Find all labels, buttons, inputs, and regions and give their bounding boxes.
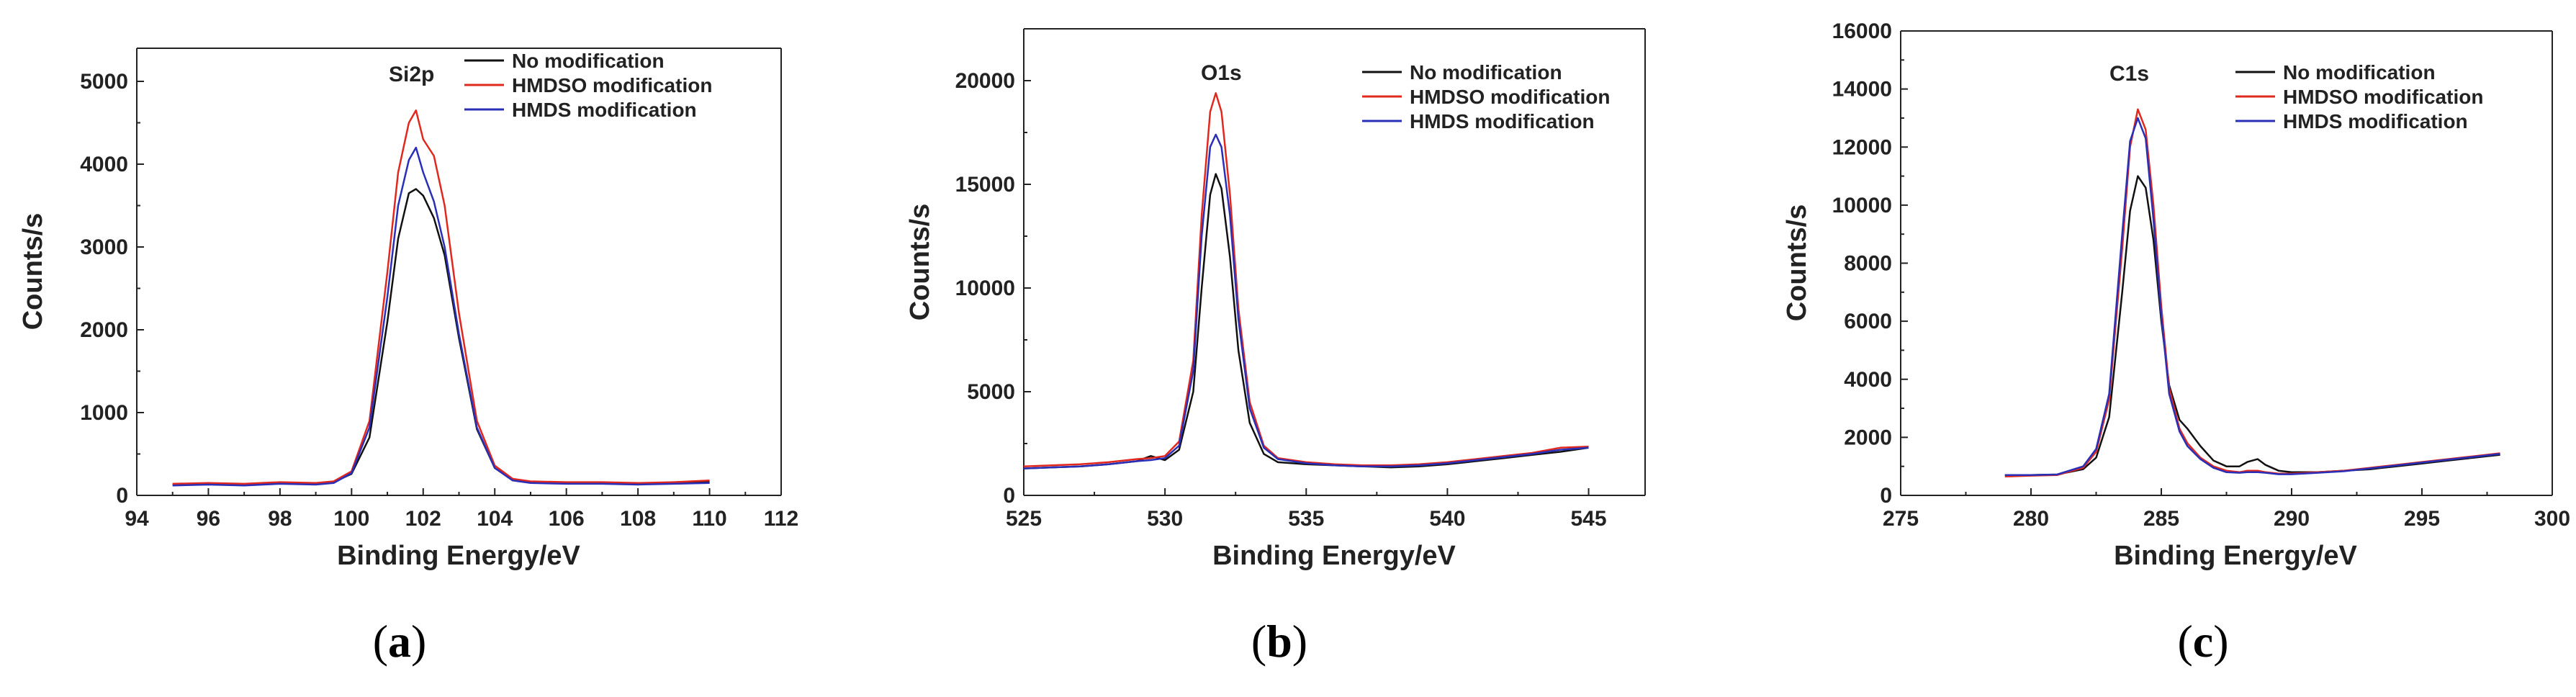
x-tick-label: 545 (1571, 507, 1607, 531)
series-hmdso-modification-line (172, 109, 710, 485)
x-axis-title: Binding Energy/eV (337, 541, 580, 571)
legend-entry-label: HMDSO modification (2283, 86, 2483, 108)
peak-label: Si2p (389, 63, 434, 86)
y-tick-label: 0 (1003, 484, 1015, 508)
panel-letter: b (1266, 616, 1292, 667)
x-ticks: 275 280 285 290 295 300 (1883, 488, 2570, 531)
legend-entry-label: No modification (512, 50, 665, 72)
panel-letter: a (388, 616, 411, 667)
x-tick-label: 295 (2404, 507, 2440, 531)
x-tick-label: 108 (620, 507, 656, 531)
legend-entry-label: No modification (1410, 61, 1562, 84)
chart-panel-c: 275 280 285 290 295 300 0 2000 4000 6000 8000 1000… (1782, 19, 2570, 667)
legend-entry-label: HMDS modification (512, 99, 697, 121)
x-tick-label: 96 (197, 507, 220, 531)
panel-letter: c (2193, 616, 2213, 667)
series-no-modification-line (2004, 175, 2500, 477)
y-tick-label: 0 (1880, 484, 1892, 508)
y-tick-label: 2000 (80, 318, 128, 342)
x-tick-label: 535 (1288, 507, 1324, 531)
y-tick-label: 20000 (955, 69, 1015, 93)
peak-label: O1s (1201, 61, 1242, 85)
y-tick-label: 5000 (80, 70, 128, 94)
y-tick-label: 6000 (1844, 310, 1892, 333)
chart-panel-a: 94 96 98 100 102 104 106 108 110 112 0 1000 2000 300… (18, 48, 798, 667)
chart-panel-b: 525 530 535 540 545 0 5000 10000 15000 20000 O1s… (905, 28, 1646, 667)
series-group (1023, 92, 1589, 469)
series-hmds-modification-line (2004, 117, 2500, 477)
panel-label: (c) (2177, 616, 2228, 667)
y-tick-label: 1000 (80, 401, 128, 425)
legend-entry-label: No modification (2283, 61, 2436, 84)
x-tick-label: 280 (2013, 507, 2049, 531)
series-hmds-modification-line (1023, 133, 1589, 469)
x-tick-label: 106 (549, 507, 585, 531)
series-no-modification-line (1023, 173, 1589, 469)
x-tick-label: 540 (1429, 507, 1465, 531)
y-tick-label: 5000 (967, 380, 1015, 404)
series-hmdso-modification-line (1023, 92, 1589, 467)
panel-label: (a) (373, 616, 427, 667)
x-ticks: 525 530 535 540 545 (1006, 488, 1607, 531)
y-ticks: 0 1000 2000 3000 4000 5000 (80, 70, 144, 508)
x-axis-title: Binding Energy/eV (1212, 541, 1456, 571)
y-tick-label: 8000 (1844, 252, 1892, 276)
y-tick-label: 0 (116, 484, 128, 508)
y-tick-label: 15000 (955, 173, 1015, 197)
x-tick-label: 290 (2274, 507, 2310, 531)
series-hmdso-modification-line (2004, 108, 2500, 478)
y-tick-label: 12000 (1832, 135, 1892, 159)
x-tick-label: 525 (1006, 507, 1042, 531)
y-axis-title: Counts/s (905, 204, 935, 321)
y-ticks: 0 5000 10000 15000 20000 (955, 69, 1031, 508)
y-axis-title: Counts/s (1782, 204, 1812, 322)
panel-label: (b) (1251, 616, 1307, 667)
x-tick-label: 530 (1147, 507, 1183, 531)
y-ticks: 0 2000 4000 6000 8000 10000 12000 14000 16000 (1832, 19, 1908, 508)
x-axis-title: Binding Energy/eV (2114, 541, 2357, 571)
series-group (172, 109, 710, 487)
y-axis-title: Counts/s (18, 213, 48, 330)
series-group (2004, 108, 2500, 478)
x-tick-label: 104 (477, 507, 513, 531)
y-tick-label: 2000 (1844, 426, 1892, 449)
x-tick-label: 110 (692, 507, 726, 531)
y-tick-label: 16000 (1832, 19, 1892, 43)
series-hmds-modification-line (172, 146, 710, 487)
peak-label: C1s (2109, 62, 2149, 86)
legend-entry-label: HMDSO modification (512, 74, 712, 96)
x-tick-label: 98 (268, 507, 292, 531)
x-tick-label: 102 (405, 507, 441, 531)
x-tick-label: 94 (125, 507, 149, 531)
x-tick-label: 112 (764, 507, 798, 531)
x-tick-label: 285 (2143, 507, 2179, 531)
legend-entry-label: HMDS modification (1410, 110, 1595, 132)
x-tick-label: 300 (2534, 507, 2570, 531)
y-tick-label: 4000 (80, 153, 128, 176)
x-tick-label: 275 (1883, 507, 1919, 531)
legend-entry-label: HMDSO modification (1410, 86, 1610, 108)
y-tick-label: 10000 (1832, 194, 1892, 217)
y-tick-label: 4000 (1844, 368, 1892, 392)
legend-entry-label: HMDS modification (2283, 110, 2468, 132)
x-ticks: 94 96 98 100 102 104 106 108 110 112 (125, 488, 798, 531)
x-tick-label: 100 (333, 507, 369, 531)
y-tick-label: 14000 (1832, 78, 1892, 102)
y-tick-label: 10000 (955, 276, 1015, 300)
y-tick-label: 3000 (80, 235, 128, 259)
